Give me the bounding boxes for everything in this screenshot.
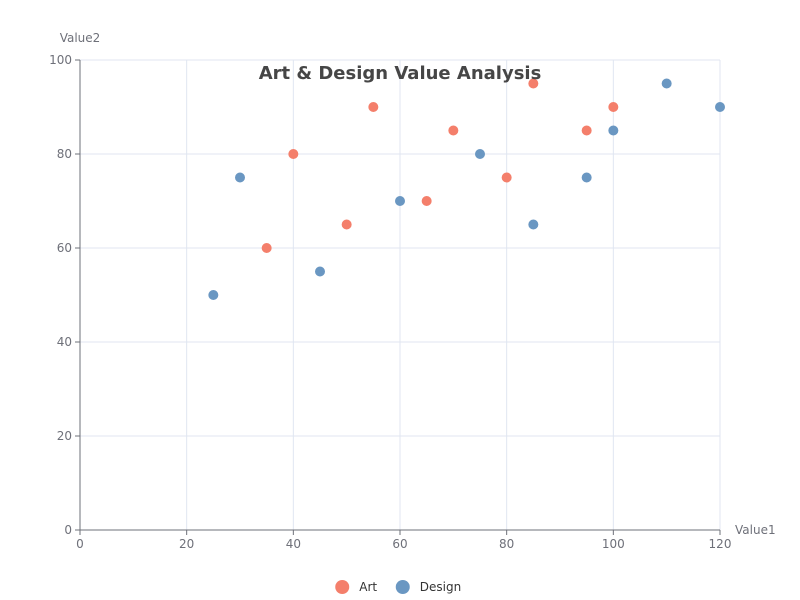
scatter-point-art[interactable]: [608, 102, 619, 112]
scatter-point-art[interactable]: [581, 125, 592, 136]
x-tick-label: 60: [392, 537, 407, 551]
scatter-point-art[interactable]: [288, 149, 299, 159]
scatter-point-design[interactable]: [661, 78, 672, 89]
chart-title: Art & Design Value Analysis: [259, 63, 542, 84]
scatter-point-design[interactable]: [235, 172, 245, 183]
y-tick-label: 0: [64, 523, 72, 537]
x-axis-label: Value1: [735, 523, 776, 537]
y-tick-label: 40: [57, 335, 72, 349]
scatter-point-design[interactable]: [581, 172, 592, 183]
legend-label-design: Design: [420, 580, 461, 594]
legend-marker-design: [395, 580, 410, 594]
y-axis-label: Value2: [60, 31, 101, 45]
x-tick-label: 20: [179, 537, 194, 551]
scatter-point-design[interactable]: [208, 290, 219, 300]
x-tick-label: 120: [709, 537, 732, 551]
x-tick-label: 40: [286, 537, 301, 551]
scatter-point-art[interactable]: [368, 102, 379, 112]
grid-lines: [80, 59, 721, 530]
legend-marker-art: [335, 580, 350, 594]
y-tick-labels: 0 20 40 60 80 100: [49, 53, 80, 537]
scatter-point-art[interactable]: [341, 219, 352, 230]
y-tick-label: 100: [49, 53, 72, 67]
legend-label-art: Art: [359, 580, 377, 594]
scatter-point-art[interactable]: [501, 172, 512, 183]
scatter-point-design[interactable]: [475, 149, 485, 159]
y-tick-label: 20: [57, 429, 72, 443]
scatter-point-design[interactable]: [608, 125, 619, 136]
scatter-point-design[interactable]: [315, 266, 325, 277]
scatter-point-art[interactable]: [528, 78, 539, 89]
legend: Art Design: [335, 580, 461, 594]
series-design: [208, 78, 725, 300]
scatter-point-design[interactable]: [528, 219, 539, 230]
scatter-point-art[interactable]: [421, 196, 432, 206]
y-tick-label: 60: [57, 241, 72, 255]
scatter-point-art[interactable]: [448, 125, 459, 136]
x-tick-label: 0: [76, 537, 84, 551]
scatter-point-art[interactable]: [261, 243, 272, 253]
data-points: [208, 78, 725, 300]
scatter-point-design[interactable]: [715, 102, 725, 112]
series-art: [261, 78, 619, 253]
legend-item-design[interactable]: Design: [395, 580, 461, 594]
x-tick-label: 100: [602, 537, 625, 551]
x-tick-labels: 0 20 40 60 80 100 120: [76, 530, 731, 551]
legend-item-art[interactable]: Art: [335, 580, 377, 594]
x-tick-label: 80: [499, 537, 514, 551]
scatter-point-design[interactable]: [395, 196, 405, 206]
y-tick-label: 80: [57, 147, 72, 161]
